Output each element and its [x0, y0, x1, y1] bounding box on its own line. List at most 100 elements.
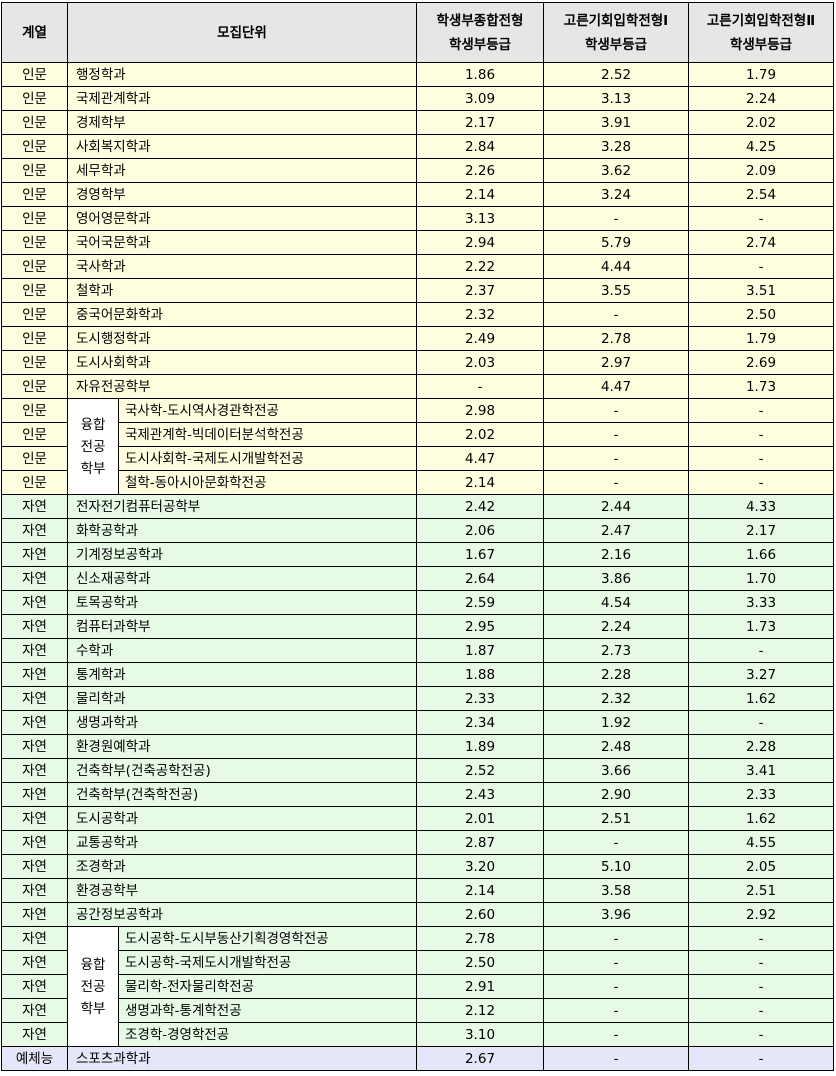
category-cell: 인문 — [1, 398, 68, 423]
table-row: 인문 중국어문화학과 2.32-2.50 — [1, 302, 834, 327]
equal-opportunity-2-grade-cell: 2.92 — [688, 902, 834, 927]
table-row: 자연 조경학-경영학전공 3.10- - — [1, 1022, 834, 1047]
equal-opportunity-2-grade-cell: 2.54 — [688, 182, 834, 207]
equal-opportunity-1-grade-cell: - — [543, 926, 689, 951]
comprehensive-grade-cell: 2.34 — [416, 710, 544, 735]
equal-opportunity-2-grade-cell: 1.62 — [688, 806, 834, 831]
comprehensive-grade-cell: 2.14 — [416, 470, 544, 495]
department-cell: 공간정보공학과 — [67, 902, 417, 927]
sub-major-cell: 철학-동아시아문화학전공 — [118, 470, 417, 495]
category-cell: 자연 — [1, 686, 68, 711]
comprehensive-grade-cell: 2.60 — [416, 902, 544, 927]
department-cell: 중국어문화학과 — [67, 302, 417, 327]
group-label-line: 학부 — [80, 1000, 106, 1017]
table-row: 인문 자유전공학부 -4.47 1.73 — [1, 374, 834, 399]
equal-opportunity-1-grade-cell: - — [543, 1022, 689, 1047]
comprehensive-grade-cell: 2.64 — [416, 566, 544, 591]
table-row: 자연 환경공학부 2.14 3.58 2.51 — [1, 878, 834, 903]
equal-opportunity-1-grade-cell: 2.16 — [543, 542, 689, 567]
table-row: 인문 행정학과 1.86 2.52 1.79 — [1, 62, 834, 87]
equal-opportunity-2-grade-cell: 1.66 — [688, 542, 834, 567]
category-cell: 자연 — [1, 542, 68, 567]
department-cell: 환경공학부 — [67, 878, 417, 903]
equal-opportunity-2-grade-cell: - — [688, 422, 834, 447]
equal-opportunity-1-grade-cell: 3.58 — [543, 878, 689, 903]
comprehensive-grade-cell: 1.89 — [416, 734, 544, 759]
sub-major-cell: 도시공학-도시부동산기획경영학전공 — [118, 926, 417, 951]
comprehensive-grade-cell: 3.10 — [416, 1022, 544, 1047]
department-cell: 수학과 — [67, 638, 417, 663]
header-equal-opportunity-1: 고른기회입학전형Ⅰ 학생부등급 — [543, 2, 689, 63]
department-cell: 교통공학과 — [67, 830, 417, 855]
comprehensive-grade-cell: 2.98 — [416, 398, 544, 423]
department-cell: 화학공학과 — [67, 518, 417, 543]
category-cell: 자연 — [1, 758, 68, 783]
equal-opportunity-1-grade-cell: 2.51 — [543, 806, 689, 831]
equal-opportunity-2-grade-cell: 2.28 — [688, 734, 834, 759]
header-comprehensive: 학생부종합전형 학생부등급 — [416, 2, 544, 63]
equal-opportunity-1-grade-cell: 3.66 — [543, 758, 689, 783]
department-cell: 국어국문학과 — [67, 230, 417, 255]
category-cell: 자연 — [1, 590, 68, 615]
department-cell: 물리학과 — [67, 686, 417, 711]
equal-opportunity-1-grade-cell: 2.32 — [543, 686, 689, 711]
comprehensive-grade-cell: 2.01 — [416, 806, 544, 831]
equal-opportunity-2-grade-cell: 2.33 — [688, 782, 834, 807]
equal-opportunity-2-grade-cell: 2.50 — [688, 302, 834, 327]
category-cell: 인문 — [1, 158, 68, 183]
equal-opportunity-1-grade-cell: 2.97 — [543, 350, 689, 375]
group-label-line: 융합 — [80, 956, 106, 973]
department-cell: 경영학부 — [67, 182, 417, 207]
equal-opportunity-1-grade-cell: 2.28 — [543, 662, 689, 687]
comprehensive-grade-cell: 2.43 — [416, 782, 544, 807]
table-row: 인문 세무학과 2.26 3.62 2.09 — [1, 158, 834, 183]
header-equal-opportunity-2: 고른기회입학전형Ⅱ 학생부등급 — [688, 2, 834, 63]
header-equal-opportunity-2-title: 고른기회입학전형Ⅱ — [706, 12, 816, 29]
table-row: 자연 교통공학과 2.87-4.55 — [1, 830, 834, 855]
department-cell: 환경원예학과 — [67, 734, 417, 759]
department-cell: 통계학과 — [67, 662, 417, 687]
equal-opportunity-1-grade-cell: 3.96 — [543, 902, 689, 927]
header-comprehensive-sub: 학생부등급 — [448, 36, 512, 53]
comprehensive-grade-cell: 2.94 — [416, 230, 544, 255]
comprehensive-grade-cell: 2.67 — [416, 1046, 544, 1071]
group-label-line: 융합 — [80, 416, 106, 433]
comprehensive-grade-cell: 3.13 — [416, 206, 544, 231]
equal-opportunity-2-grade-cell: - — [688, 206, 834, 231]
department-cell: 사회복지학과 — [67, 134, 417, 159]
comprehensive-grade-cell: 2.33 — [416, 686, 544, 711]
header-category: 계열 — [1, 2, 68, 63]
table-row: 인문 융합 전공 학부 국사학-도시역사경관학전공 2.98- - — [1, 398, 834, 495]
sub-major-cell: 조경학-경영학전공 — [118, 1022, 417, 1047]
category-cell: 인문 — [1, 62, 68, 87]
equal-opportunity-1-grade-cell: - — [543, 398, 689, 423]
department-cell: 도시사회학과 — [67, 350, 417, 375]
sub-major-cell: 생명과학-통계학전공 — [118, 998, 417, 1023]
equal-opportunity-1-grade-cell: 2.78 — [543, 326, 689, 351]
comprehensive-grade-cell: 1.67 — [416, 542, 544, 567]
department-cell: 국제관계학과 — [67, 86, 417, 111]
category-cell: 인문 — [1, 278, 68, 303]
comprehensive-grade-cell: 2.26 — [416, 158, 544, 183]
comprehensive-grade-cell: 3.09 — [416, 86, 544, 111]
header-recruitment-unit: 모집단위 — [67, 2, 417, 63]
group-label-line: 전공 — [80, 978, 106, 995]
equal-opportunity-2-grade-cell: 2.17 — [688, 518, 834, 543]
converged-major-group-label: 융합 전공 학부 — [67, 398, 119, 495]
category-cell: 인문 — [1, 302, 68, 327]
equal-opportunity-1-grade-cell: - — [543, 974, 689, 999]
equal-opportunity-1-grade-cell: - — [543, 446, 689, 471]
category-cell: 자연 — [1, 974, 68, 999]
table-row: 인문 도시행정학과 2.49 2.78 1.79 — [1, 326, 834, 351]
equal-opportunity-2-grade-cell: 1.79 — [688, 62, 834, 87]
comprehensive-grade-cell: 2.12 — [416, 998, 544, 1023]
header-comprehensive-title: 학생부종합전형 — [436, 12, 524, 29]
comprehensive-grade-cell: 2.78 — [416, 926, 544, 951]
equal-opportunity-1-grade-cell: 2.24 — [543, 614, 689, 639]
comprehensive-grade-cell: 3.20 — [416, 854, 544, 879]
equal-opportunity-2-grade-cell: 4.33 — [688, 494, 834, 519]
category-cell: 자연 — [1, 614, 68, 639]
table-row: 인문 경영학부 2.14 3.24 2.54 — [1, 182, 834, 207]
comprehensive-grade-cell: 2.91 — [416, 974, 544, 999]
header-equal-opportunity-1-title: 고른기회입학전형Ⅰ — [563, 12, 669, 29]
